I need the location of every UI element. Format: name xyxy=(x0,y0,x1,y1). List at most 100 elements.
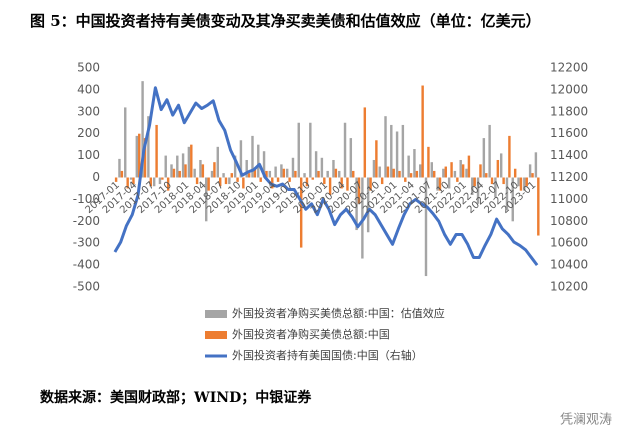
bar xyxy=(363,107,367,178)
y-tick-label: 100 xyxy=(77,148,100,162)
bar xyxy=(357,177,361,204)
bar xyxy=(340,177,343,189)
y2-tick-label: 11200 xyxy=(550,170,588,184)
line xyxy=(113,86,539,267)
bar xyxy=(523,177,526,191)
bar xyxy=(369,177,372,191)
bar xyxy=(155,124,158,178)
bar xyxy=(262,151,266,178)
y2-tick-label: 11800 xyxy=(550,104,588,118)
bar xyxy=(129,177,133,180)
bar xyxy=(334,168,338,178)
bar xyxy=(511,177,514,222)
bar xyxy=(291,157,295,178)
bar xyxy=(499,153,503,178)
bar xyxy=(476,177,480,204)
bar xyxy=(257,144,260,178)
bar xyxy=(233,155,237,178)
bar xyxy=(213,162,216,178)
bar xyxy=(525,177,528,187)
bar xyxy=(303,173,306,178)
bar xyxy=(199,159,202,178)
bar xyxy=(143,138,147,178)
chart-title: 图 5：中国投资者持有美债变动及其净买卖美债和估值效应（单位：亿美元） xyxy=(30,12,541,30)
bar xyxy=(438,177,442,191)
bar xyxy=(147,116,150,178)
bar xyxy=(467,155,471,178)
legend-label: 外国投资者持有美国国债:中国（右轴） xyxy=(232,348,423,362)
bar xyxy=(190,144,193,178)
bar xyxy=(332,159,335,178)
bar xyxy=(479,164,482,178)
y2-tick-label: 10200 xyxy=(550,280,588,294)
bar xyxy=(471,177,474,196)
bar xyxy=(326,170,329,178)
bar xyxy=(135,135,139,178)
bar xyxy=(413,149,416,178)
bar xyxy=(450,162,453,178)
bar xyxy=(216,146,219,178)
bar xyxy=(132,177,135,185)
bar xyxy=(442,168,445,178)
bar xyxy=(126,177,129,189)
y-tick-label: -500 xyxy=(73,280,100,294)
bar xyxy=(247,173,251,178)
watermark: 凭澜观涛 xyxy=(560,412,612,428)
bar xyxy=(124,107,127,178)
bar xyxy=(222,173,225,178)
y-tick-label: -100 xyxy=(73,192,100,206)
bar xyxy=(349,138,353,178)
bar xyxy=(161,177,164,180)
bar xyxy=(251,135,254,178)
legend-swatch xyxy=(205,310,227,318)
bar xyxy=(309,122,312,178)
bar xyxy=(172,168,176,178)
bar xyxy=(390,124,393,178)
bar xyxy=(496,159,500,178)
bar xyxy=(404,177,407,182)
bar xyxy=(505,177,509,211)
bar xyxy=(392,168,395,178)
y2-tick-label: 10800 xyxy=(550,214,588,228)
bar xyxy=(265,170,268,178)
bar xyxy=(320,157,324,178)
bar xyxy=(384,116,387,178)
bar xyxy=(395,131,399,178)
bar xyxy=(419,164,422,178)
bar xyxy=(494,177,497,198)
y2-tick-label: 10400 xyxy=(550,258,588,272)
bar xyxy=(436,177,439,191)
bar xyxy=(253,168,257,178)
legend-swatch xyxy=(205,331,227,339)
bar xyxy=(158,177,162,185)
bar xyxy=(485,173,488,178)
bar xyxy=(409,173,413,178)
bar xyxy=(201,164,205,178)
bar xyxy=(280,164,283,178)
bar xyxy=(430,162,433,178)
bar xyxy=(424,177,428,277)
bar xyxy=(401,124,405,178)
legend-label: 外国投资者净购买美债总额:中国 xyxy=(232,327,390,341)
bar xyxy=(380,177,384,185)
bar xyxy=(502,177,505,185)
bar xyxy=(346,177,349,191)
bar xyxy=(184,164,187,178)
bar xyxy=(166,177,170,191)
bar xyxy=(239,140,243,178)
bar xyxy=(276,177,280,182)
bar xyxy=(178,170,181,178)
bar xyxy=(294,170,297,178)
y2-tick-label: 12000 xyxy=(550,82,588,96)
bar xyxy=(415,170,419,178)
bar xyxy=(355,177,358,231)
bar xyxy=(236,177,239,182)
bar xyxy=(361,177,364,259)
legend-label: 外国投资者净购买美债总额:中国：估值效应 xyxy=(232,306,445,320)
bar xyxy=(170,164,173,178)
y-tick-label: 0 xyxy=(92,170,100,184)
bar xyxy=(149,177,153,187)
bar xyxy=(323,177,326,185)
bar xyxy=(274,166,277,178)
bar xyxy=(537,177,540,236)
